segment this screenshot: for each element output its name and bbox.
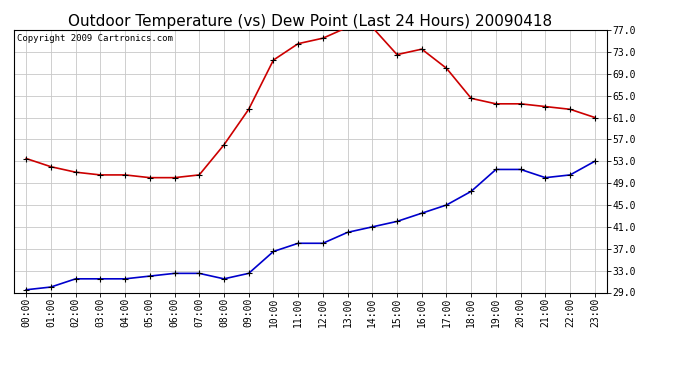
Title: Outdoor Temperature (vs) Dew Point (Last 24 Hours) 20090418: Outdoor Temperature (vs) Dew Point (Last… <box>68 14 553 29</box>
Text: Copyright 2009 Cartronics.com: Copyright 2009 Cartronics.com <box>17 34 172 43</box>
